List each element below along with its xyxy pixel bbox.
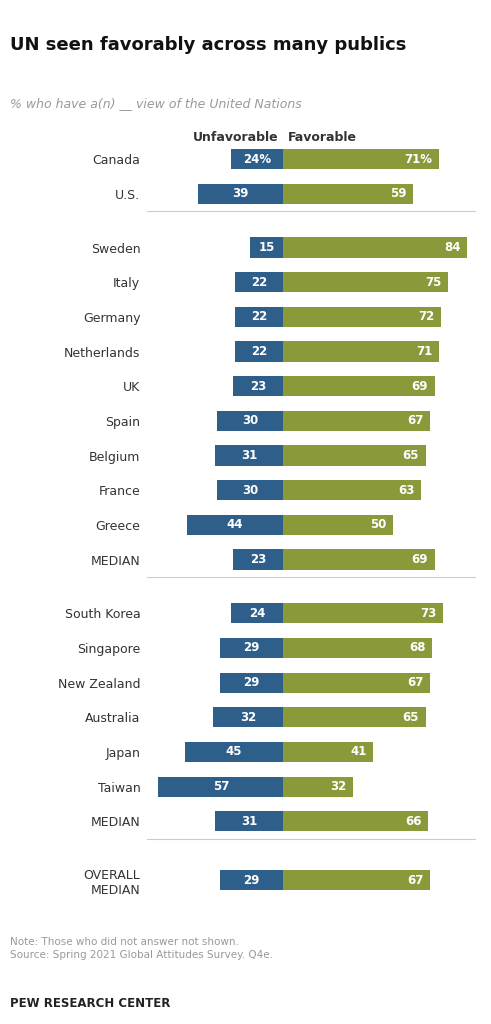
Bar: [215, 811, 283, 831]
Bar: [283, 238, 467, 258]
Text: 63: 63: [399, 483, 415, 497]
Text: 44: 44: [227, 518, 243, 531]
Bar: [213, 708, 283, 727]
Bar: [235, 341, 283, 361]
Bar: [283, 708, 426, 727]
Bar: [283, 811, 428, 831]
Text: 72: 72: [418, 310, 435, 324]
Text: Note: Those who did not answer not shown.
Source: Spring 2021 Global Attitudes S: Note: Those who did not answer not shown…: [10, 937, 273, 961]
Text: % who have a(n) __ view of the United Nations: % who have a(n) __ view of the United Na…: [10, 97, 301, 111]
Text: Favorable: Favorable: [288, 131, 356, 144]
Bar: [219, 673, 283, 692]
Bar: [283, 411, 430, 431]
Text: 29: 29: [243, 873, 260, 887]
Text: 75: 75: [425, 275, 441, 289]
Text: 71: 71: [416, 345, 433, 358]
Bar: [283, 480, 421, 501]
Text: 65: 65: [403, 711, 419, 724]
Text: 67: 67: [407, 415, 424, 427]
Bar: [231, 603, 283, 624]
Bar: [235, 272, 283, 292]
Bar: [215, 445, 283, 466]
Bar: [158, 776, 283, 797]
Text: 73: 73: [421, 607, 437, 620]
Text: 67: 67: [407, 676, 424, 689]
Bar: [283, 307, 441, 327]
Text: 31: 31: [241, 815, 257, 827]
Bar: [185, 742, 283, 762]
Text: Unfavorable: Unfavorable: [193, 131, 279, 144]
Text: 68: 68: [409, 641, 426, 654]
Bar: [187, 515, 283, 535]
Bar: [283, 550, 435, 569]
Bar: [233, 376, 283, 396]
Bar: [283, 445, 426, 466]
Text: 24: 24: [249, 607, 265, 620]
Text: 57: 57: [213, 780, 229, 794]
Text: 41: 41: [350, 745, 367, 759]
Bar: [218, 411, 283, 431]
Text: 67: 67: [407, 873, 424, 887]
Text: 22: 22: [251, 310, 267, 324]
Text: 45: 45: [226, 745, 242, 759]
Text: 23: 23: [250, 380, 266, 393]
Text: 24%: 24%: [243, 153, 271, 166]
Bar: [235, 307, 283, 327]
Bar: [283, 183, 412, 204]
Bar: [283, 673, 430, 692]
Text: 50: 50: [370, 518, 386, 531]
Bar: [219, 638, 283, 658]
Text: 69: 69: [411, 380, 428, 393]
Bar: [283, 150, 439, 169]
Bar: [283, 376, 435, 396]
Bar: [198, 183, 283, 204]
Text: 59: 59: [389, 187, 406, 201]
Text: 84: 84: [444, 241, 461, 254]
Text: 32: 32: [330, 780, 347, 794]
Text: 71%: 71%: [405, 153, 433, 166]
Text: 30: 30: [242, 415, 258, 427]
Text: 69: 69: [411, 553, 428, 566]
Bar: [233, 550, 283, 569]
Text: 66: 66: [405, 815, 421, 827]
Bar: [218, 480, 283, 501]
Bar: [231, 150, 283, 169]
Bar: [283, 638, 433, 658]
Bar: [283, 515, 393, 535]
Bar: [283, 742, 373, 762]
Text: 22: 22: [251, 345, 267, 358]
Bar: [219, 870, 283, 890]
Text: 31: 31: [241, 450, 257, 462]
Text: 32: 32: [240, 711, 256, 724]
Bar: [283, 272, 448, 292]
Bar: [283, 870, 430, 890]
Text: 39: 39: [232, 187, 249, 201]
Bar: [283, 776, 354, 797]
Text: 15: 15: [259, 241, 275, 254]
Bar: [250, 238, 283, 258]
Text: 29: 29: [243, 641, 260, 654]
Text: 23: 23: [250, 553, 266, 566]
Bar: [283, 341, 439, 361]
Text: 65: 65: [403, 450, 419, 462]
Text: 29: 29: [243, 676, 260, 689]
Text: 30: 30: [242, 483, 258, 497]
Bar: [283, 603, 443, 624]
Text: 22: 22: [251, 275, 267, 289]
Text: UN seen favorably across many publics: UN seen favorably across many publics: [10, 36, 406, 54]
Text: PEW RESEARCH CENTER: PEW RESEARCH CENTER: [10, 997, 170, 1011]
